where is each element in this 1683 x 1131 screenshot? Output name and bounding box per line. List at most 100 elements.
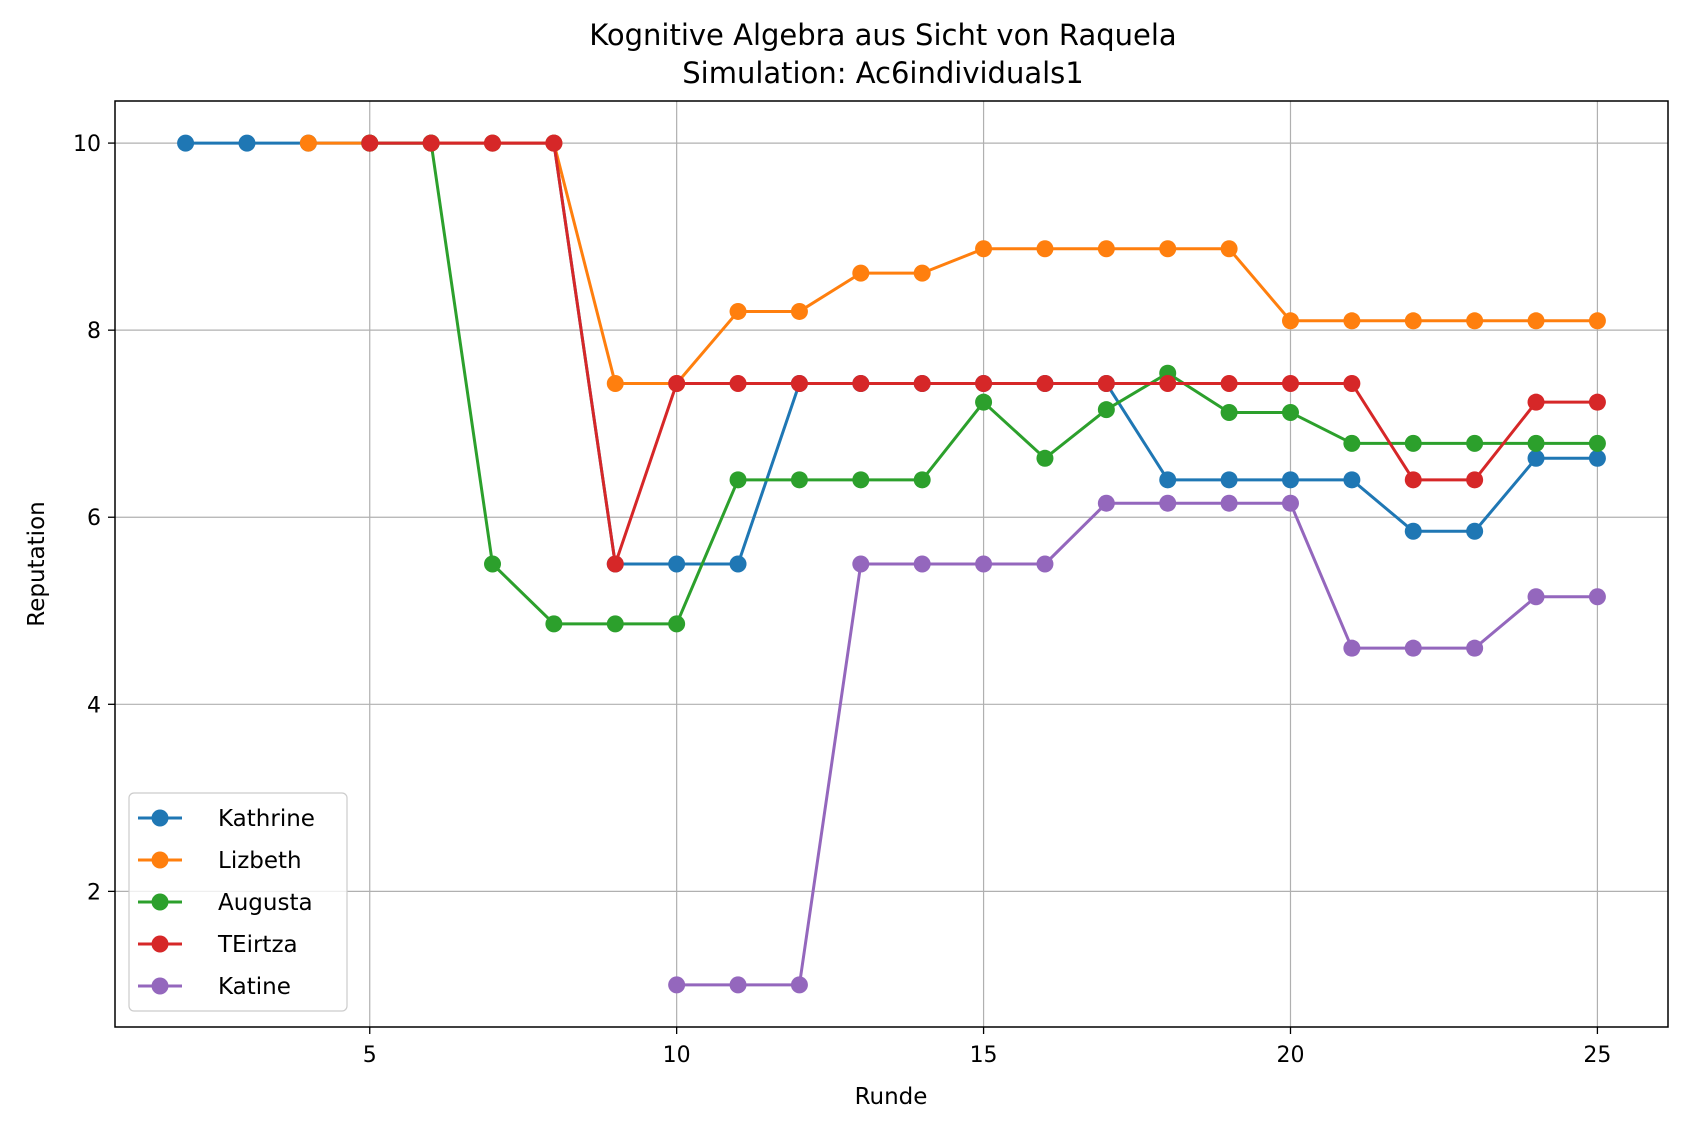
data-point (852, 374, 870, 392)
y-tick-label: 10 (73, 132, 101, 157)
data-point (1159, 494, 1177, 512)
data-point (975, 555, 993, 573)
data-point (1097, 401, 1115, 419)
data-point (1466, 639, 1484, 657)
chart-title: Kognitive Algebra aus Sicht von Raquela (589, 18, 1176, 52)
x-tick-label: 25 (1583, 1043, 1611, 1068)
legend-label: Katine (218, 974, 291, 1000)
series-katine (668, 494, 1606, 994)
y-axis-label: Reputation (24, 501, 50, 626)
y-tick-label: 4 (87, 693, 101, 718)
chart-subtitle: Simulation: Ac6individuals1 (682, 56, 1083, 90)
data-point (545, 615, 563, 633)
data-point (1281, 471, 1299, 489)
data-point (177, 134, 195, 152)
data-point (668, 615, 686, 633)
legend-swatch-marker (151, 893, 169, 911)
data-point (790, 471, 808, 489)
data-point (1220, 240, 1238, 258)
data-point (729, 471, 747, 489)
data-point (975, 393, 993, 411)
x-axis-label: Runde (855, 1084, 928, 1110)
data-point (1588, 588, 1606, 606)
data-point (1466, 434, 1484, 452)
data-point (1404, 522, 1422, 540)
plot-frame (114, 100, 1669, 1028)
data-point (484, 134, 502, 152)
data-point (1588, 312, 1606, 330)
data-point (1404, 639, 1422, 657)
data-point (299, 134, 317, 152)
data-point (422, 134, 440, 152)
legend-item: Kathrine (138, 806, 315, 832)
data-point (1527, 312, 1545, 330)
data-point (1466, 312, 1484, 330)
data-point (1281, 403, 1299, 421)
series-kathrine (177, 134, 1606, 573)
series-line (308, 141, 1598, 385)
legend-label: TEirtza (217, 932, 298, 958)
legend: Kathrine Lizbeth Augusta TEirtza Katine (128, 792, 348, 1012)
legend-label: Augusta (218, 890, 313, 916)
data-point (1343, 374, 1361, 392)
data-point (606, 374, 624, 392)
data-point (668, 555, 686, 573)
data-point (1588, 449, 1606, 467)
data-point (975, 374, 993, 392)
series-line (676, 501, 1598, 987)
data-point (484, 555, 502, 573)
data-point (913, 471, 931, 489)
x-tick-label: 10 (663, 1043, 691, 1068)
data-point (1036, 374, 1054, 392)
legend-label: Lizbeth (218, 848, 302, 874)
axis-ticks: 5 10 15 20 25 2 4 6 8 10 (73, 132, 1611, 1068)
legend-frame (128, 792, 348, 1012)
data-point (913, 555, 931, 573)
data-point (606, 615, 624, 633)
data-point (852, 471, 870, 489)
data-point (1343, 312, 1361, 330)
data-point (238, 134, 256, 152)
data-point (1281, 374, 1299, 392)
x-tick-label: 5 (363, 1043, 377, 1068)
data-point (1343, 471, 1361, 489)
legend-swatch-marker (151, 935, 169, 953)
data-point (913, 374, 931, 392)
data-point (1404, 434, 1422, 452)
data-point (1404, 471, 1422, 489)
legend-item: Augusta (138, 890, 313, 916)
data-point (1159, 374, 1177, 392)
legend-item: Lizbeth (138, 848, 302, 874)
data-point (1159, 240, 1177, 258)
data-point (1281, 312, 1299, 330)
data-point (1036, 555, 1054, 573)
y-tick-label: 8 (87, 319, 101, 344)
data-point (1527, 449, 1545, 467)
data-point (668, 374, 686, 392)
data-point (606, 555, 624, 573)
data-point (1281, 494, 1299, 512)
data-point (1404, 312, 1422, 330)
data-point (1527, 434, 1545, 452)
data-point (790, 374, 808, 392)
series-teirtza (361, 134, 1606, 573)
data-point (1588, 393, 1606, 411)
data-point (1527, 393, 1545, 411)
data-point (1527, 588, 1545, 606)
data-point (852, 264, 870, 282)
data-point (913, 264, 931, 282)
data-point (729, 374, 747, 392)
legend-label: Kathrine (218, 806, 315, 832)
series-line (185, 141, 1598, 566)
data-point (790, 976, 808, 994)
data-point (790, 302, 808, 320)
legend-swatch-marker (151, 977, 169, 995)
data-point (1097, 374, 1115, 392)
x-tick-label: 15 (970, 1043, 998, 1068)
data-point (1220, 494, 1238, 512)
series-lizbeth (299, 134, 1606, 392)
data-point (729, 302, 747, 320)
data-point (1588, 434, 1606, 452)
data-point (1036, 449, 1054, 467)
